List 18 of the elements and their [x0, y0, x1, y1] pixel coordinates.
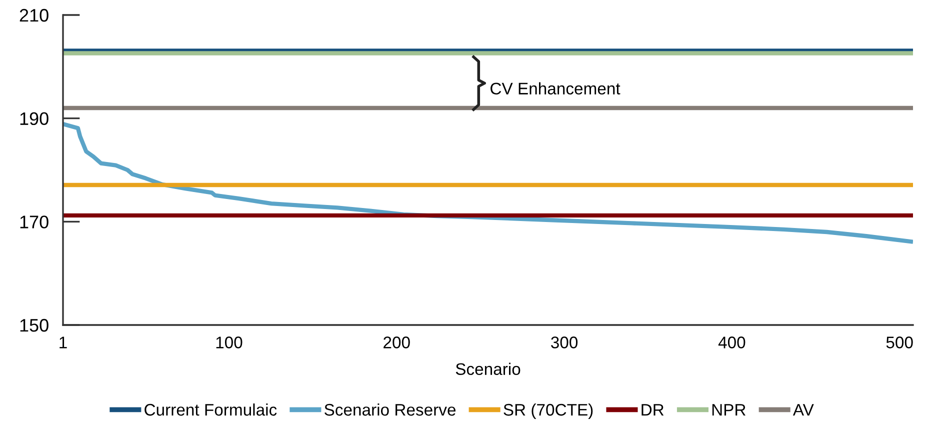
y-tick-label: 190 — [20, 112, 48, 126]
x-tick-label: 200 — [384, 336, 410, 348]
y-tick-label: 210 — [20, 8, 48, 22]
y-tick-label: 150 — [20, 318, 48, 332]
legend-label: AV — [792, 404, 814, 416]
legend-label: NPR — [712, 404, 746, 416]
x-tick-label: 500 — [886, 336, 913, 348]
y-tick-label: 170 — [20, 216, 48, 228]
x-tick-label: 1 — [60, 336, 67, 348]
legend-label: SR (70CTE) — [504, 403, 593, 419]
x-tick-label: 100 — [216, 336, 242, 348]
legend-label: Current Formulaic — [144, 403, 277, 416]
annotation: CV Enhancement — [490, 82, 620, 94]
legend-label: DR — [642, 404, 664, 416]
x-tick-label: 300 — [551, 336, 578, 348]
x-tick-label: 400 — [718, 336, 746, 348]
legend-label: Scenario Reserve — [324, 403, 456, 416]
x-axis-title: Scenario — [456, 362, 520, 375]
